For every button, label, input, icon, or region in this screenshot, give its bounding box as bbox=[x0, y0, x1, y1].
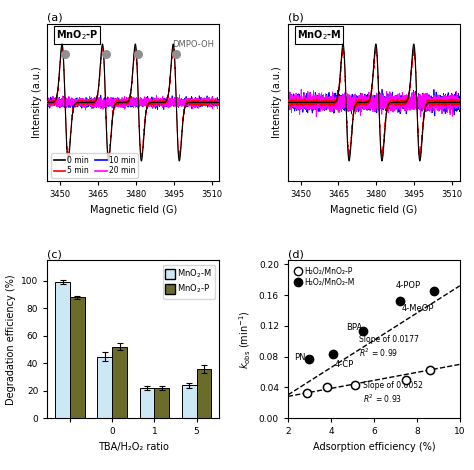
Text: MnO$_2$-P: MnO$_2$-P bbox=[56, 28, 99, 42]
Y-axis label: Degradation efficiency (%): Degradation efficiency (%) bbox=[6, 274, 16, 405]
Text: (d): (d) bbox=[288, 250, 304, 259]
Bar bbox=[182, 385, 197, 418]
Point bbox=[430, 288, 438, 295]
Text: BPA: BPA bbox=[346, 323, 362, 332]
Point bbox=[402, 376, 410, 384]
Y-axis label: Intensity (a.u.): Intensity (a.u.) bbox=[273, 67, 283, 138]
Bar bbox=[112, 347, 127, 418]
X-axis label: Adsorption efficiency (%): Adsorption efficiency (%) bbox=[312, 442, 435, 452]
Bar bbox=[98, 357, 112, 418]
X-axis label: Magnetic field (G): Magnetic field (G) bbox=[90, 205, 177, 215]
Y-axis label: Intensity (a.u.): Intensity (a.u.) bbox=[32, 67, 42, 138]
Point bbox=[426, 366, 434, 374]
Y-axis label: $k_{\mathrm{obs}}$ (min$^{-1}$): $k_{\mathrm{obs}}$ (min$^{-1}$) bbox=[238, 310, 253, 368]
Text: MnO$_2$-M: MnO$_2$-M bbox=[297, 28, 341, 42]
Point bbox=[329, 351, 337, 358]
Bar bbox=[140, 388, 155, 418]
X-axis label: TBA/H₂O₂ ratio: TBA/H₂O₂ ratio bbox=[98, 442, 169, 452]
Point bbox=[359, 328, 367, 335]
Text: (a): (a) bbox=[47, 13, 63, 23]
Text: DMPO-OH: DMPO-OH bbox=[172, 39, 214, 48]
Text: Slope of 0.0177
$R^2$ = 0.99: Slope of 0.0177 $R^2$ = 0.99 bbox=[359, 335, 419, 359]
Text: 4-MeOP: 4-MeOP bbox=[402, 304, 434, 313]
Point bbox=[306, 355, 313, 363]
Bar bbox=[197, 369, 211, 418]
Point bbox=[303, 389, 311, 397]
Text: 4-POP: 4-POP bbox=[395, 281, 420, 290]
Text: PN: PN bbox=[294, 353, 306, 362]
Legend: MnO$_2$-M, MnO$_2$-P: MnO$_2$-M, MnO$_2$-P bbox=[163, 265, 215, 299]
Text: (b): (b) bbox=[288, 13, 304, 23]
Legend: H₂O₂/MnO₂-P, H₂O₂/MnO₂-M: H₂O₂/MnO₂-P, H₂O₂/MnO₂-M bbox=[292, 264, 356, 289]
Point bbox=[351, 382, 358, 389]
Point bbox=[396, 298, 403, 305]
Text: 4-CP: 4-CP bbox=[334, 360, 354, 369]
X-axis label: Magnetic field (G): Magnetic field (G) bbox=[330, 205, 418, 215]
Text: (c): (c) bbox=[47, 250, 62, 259]
Bar bbox=[155, 388, 169, 418]
Bar bbox=[70, 298, 85, 418]
Legend: 0 min, 5 min, 10 min, 20 min: 0 min, 5 min, 10 min, 20 min bbox=[51, 154, 137, 178]
Point bbox=[323, 384, 330, 391]
Bar bbox=[55, 282, 70, 418]
Text: Slope of 0.0052
$R^2$ = 0.93: Slope of 0.0052 $R^2$ = 0.93 bbox=[363, 381, 423, 405]
